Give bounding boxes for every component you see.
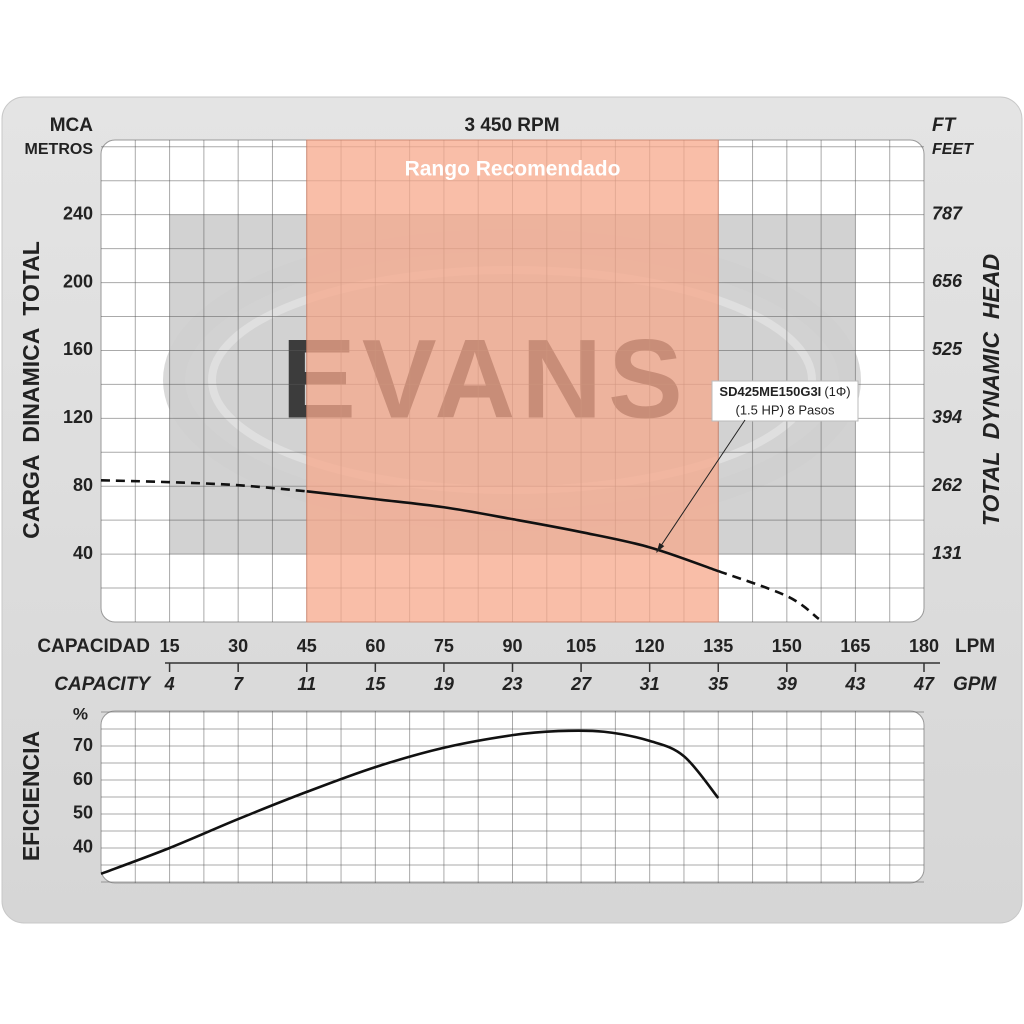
y-tick-label: 70 bbox=[73, 735, 93, 755]
x-tick-label: 135 bbox=[703, 636, 733, 656]
y-unit: MCA bbox=[50, 115, 94, 136]
x2-tick-label: 27 bbox=[570, 674, 592, 694]
x-tick-label: 15 bbox=[160, 636, 180, 656]
annotation-arrowhead bbox=[656, 542, 665, 553]
annotation-box bbox=[711, 380, 859, 422]
y2-tick-label: 262 bbox=[931, 475, 962, 495]
y-tick-label: 60 bbox=[73, 769, 93, 789]
x2-tick-label: 39 bbox=[777, 674, 797, 694]
x-tick-label: 30 bbox=[228, 636, 248, 656]
x-axis-label: CAPACIDAD bbox=[37, 636, 150, 657]
annotation-text: (1.5 HP) 8 Pasos bbox=[736, 402, 835, 417]
x2-tick-label: 15 bbox=[365, 674, 386, 694]
annotation-phase: (1Φ) bbox=[824, 384, 850, 399]
x2-tick-label: 43 bbox=[844, 674, 865, 694]
y2-tick-label: 394 bbox=[932, 407, 962, 427]
y-tick-label: 80 bbox=[73, 475, 93, 495]
x2-tick-label: 31 bbox=[640, 674, 660, 694]
x-tick-label: 150 bbox=[772, 636, 802, 656]
y2-unit-sub: FEET bbox=[932, 141, 974, 158]
x-tick-label: 45 bbox=[297, 636, 317, 656]
x-tick-label: 180 bbox=[909, 636, 939, 656]
y2-axis-label: TOTAL DYNAMIC HEAD bbox=[978, 254, 1004, 526]
x2-tick-label: 23 bbox=[501, 674, 522, 694]
y-tick-label: 200 bbox=[63, 271, 93, 291]
y-tick-label: 40 bbox=[73, 837, 93, 857]
x-unit: LPM bbox=[955, 636, 995, 657]
x-tick-label: 75 bbox=[434, 636, 454, 656]
y-tick-label: 160 bbox=[63, 339, 93, 359]
y2-tick-label: 787 bbox=[932, 203, 963, 223]
x-tick-label: 120 bbox=[635, 636, 665, 656]
curve bbox=[306, 490, 719, 573]
x2-tick-label: 11 bbox=[297, 674, 316, 694]
recommended-range-label: Rango Recomendado bbox=[405, 158, 621, 181]
y2-tick-label: 656 bbox=[932, 271, 963, 291]
y2-tick-label: 131 bbox=[932, 543, 962, 563]
curve bbox=[100, 478, 307, 493]
y2-tick-label: 525 bbox=[932, 339, 963, 359]
x-tick-label: 105 bbox=[566, 636, 596, 656]
curve bbox=[717, 569, 820, 621]
y-tick-label: 240 bbox=[63, 203, 93, 223]
x2-tick-label: 4 bbox=[164, 674, 175, 694]
annotation-arrow bbox=[656, 419, 746, 553]
y-unit-sub: METROS bbox=[25, 141, 94, 158]
y2-unit: FT bbox=[932, 115, 957, 136]
x2-axis-label: CAPACITY bbox=[54, 674, 152, 695]
chart-title: 3 450 RPM bbox=[464, 115, 559, 136]
x2-tick-label: 7 bbox=[233, 674, 244, 694]
efficiency-label: EFICIENCIA bbox=[18, 731, 44, 861]
y-axis-label: CARGA DINAMICA TOTAL bbox=[18, 241, 44, 539]
curve bbox=[100, 729, 720, 876]
efficiency-unit: % bbox=[73, 704, 88, 723]
y-tick-label: 40 bbox=[73, 543, 93, 563]
annotation-title: SD425ME150G3I (1Φ) bbox=[719, 384, 850, 399]
annotation-model: SD425ME150G3I bbox=[719, 384, 821, 399]
x2-tick-label: 35 bbox=[708, 674, 729, 694]
y-tick-label: 120 bbox=[63, 407, 93, 427]
x-tick-label: 165 bbox=[840, 636, 870, 656]
x2-unit: GPM bbox=[953, 674, 997, 695]
x2-tick-label: 47 bbox=[913, 674, 935, 694]
x2-tick-label: 19 bbox=[434, 674, 454, 694]
recommended-range bbox=[306, 139, 719, 623]
x-tick-label: 90 bbox=[502, 636, 522, 656]
y-tick-label: 50 bbox=[73, 803, 93, 823]
x-tick-label: 60 bbox=[365, 636, 385, 656]
